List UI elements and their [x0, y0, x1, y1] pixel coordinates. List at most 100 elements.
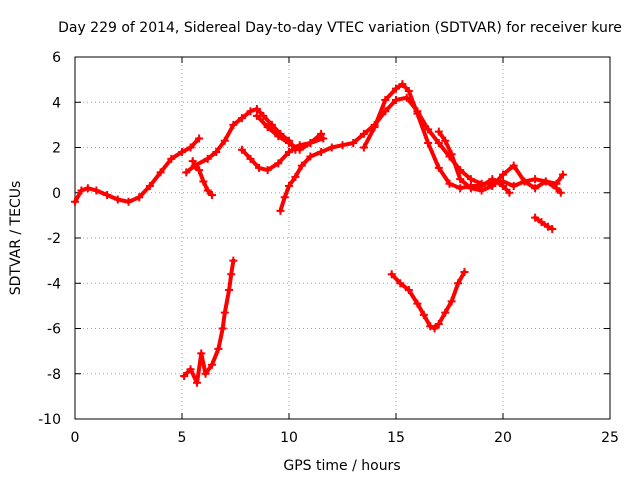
y-tick-label: 0: [52, 186, 61, 202]
data-point: [456, 184, 465, 193]
data-point: [297, 161, 306, 170]
data-point: [541, 177, 550, 186]
data-point: [195, 134, 204, 143]
series-line: [389, 269, 467, 331]
data-point: [306, 138, 315, 147]
data-point: [220, 308, 229, 317]
data-point: [349, 138, 358, 147]
data-point: [203, 154, 212, 163]
data-point: [203, 186, 212, 195]
series-line: [361, 82, 512, 195]
series-track-8: [434, 127, 565, 197]
data-point: [237, 145, 246, 154]
data-point: [255, 163, 264, 172]
series-track-9: [531, 213, 557, 233]
data-point: [201, 369, 210, 378]
data-point: [434, 127, 443, 136]
data-point: [71, 197, 79, 206]
data-point: [195, 166, 204, 175]
data-point: [552, 184, 561, 193]
data-point: [447, 150, 456, 159]
axis-ticks: 0 5 10 15 20 25 -10 -8 -6 -4 -2 0 2 4 6: [38, 50, 619, 446]
data-point: [424, 138, 433, 147]
data-point: [229, 120, 238, 129]
data-point: [214, 344, 223, 353]
data-point: [370, 123, 379, 132]
data-point: [252, 105, 261, 114]
y-tick-label: -2: [47, 231, 61, 247]
data-point: [558, 170, 567, 179]
data-point: [274, 159, 283, 168]
data-point: [199, 177, 208, 186]
y-tick-label: -4: [47, 276, 61, 292]
data-point: [267, 120, 276, 129]
x-axis-label: GPS time / hours: [283, 458, 400, 474]
series-line: [436, 129, 563, 195]
data-point: [178, 148, 186, 157]
data-point: [156, 168, 165, 177]
data-point: [167, 154, 176, 163]
data-point: [456, 175, 465, 184]
data-point: [454, 279, 463, 288]
data-point: [396, 279, 405, 288]
data-point: [327, 143, 336, 152]
data-point: [434, 163, 443, 172]
data-point: [460, 267, 469, 276]
data-point: [531, 184, 540, 193]
data-point: [419, 310, 428, 319]
data-point: [509, 161, 518, 170]
data-point: [220, 136, 229, 145]
data-point: [212, 148, 221, 157]
data-point: [359, 129, 368, 138]
data-point: [531, 175, 540, 184]
data-point: [274, 132, 283, 141]
data-point: [398, 80, 407, 89]
data-point: [359, 143, 368, 152]
data-point: [135, 193, 144, 202]
series-track-2: [188, 157, 216, 200]
data-point: [499, 181, 507, 190]
series-track-6: [276, 93, 567, 215]
data-point: [280, 193, 289, 202]
data-point: [413, 109, 422, 118]
data-point: [556, 188, 565, 197]
data-point: [218, 324, 227, 333]
x-tick-label: 25: [601, 430, 619, 446]
data-point: [190, 161, 199, 170]
series-line: [533, 215, 555, 231]
y-axis-label: SDTVAR / TECUs: [8, 181, 24, 296]
data-point: [548, 224, 557, 233]
x-tick-label: 10: [280, 430, 298, 446]
y-tick-label: 4: [52, 95, 61, 111]
data-point: [466, 184, 475, 193]
y-tick-label: -8: [47, 367, 61, 383]
x-tick-label: 0: [71, 430, 80, 446]
data-point: [77, 186, 86, 195]
series-track-7: [359, 80, 514, 197]
data-point: [466, 175, 475, 184]
data-point: [227, 270, 236, 279]
data-point: [392, 84, 400, 93]
data-point: [252, 111, 261, 120]
x-tick-label: 5: [178, 430, 187, 446]
data-point: [543, 222, 552, 231]
data-point: [192, 378, 201, 387]
y-tick-label: -10: [38, 412, 61, 428]
grid-lines: [75, 57, 610, 419]
data-point: [434, 319, 443, 328]
x-tick-label: 20: [494, 430, 512, 446]
data-point: [319, 134, 328, 143]
data-series: [71, 80, 567, 387]
data-point: [83, 184, 92, 193]
data-point: [246, 107, 255, 116]
data-point: [92, 186, 101, 195]
data-point: [488, 181, 497, 190]
data-point: [505, 188, 514, 197]
data-point: [246, 154, 255, 163]
data-point: [404, 86, 413, 95]
data-point: [509, 181, 518, 190]
series-track-5: [237, 134, 328, 175]
data-point: [477, 186, 486, 195]
data-point: [237, 114, 246, 123]
